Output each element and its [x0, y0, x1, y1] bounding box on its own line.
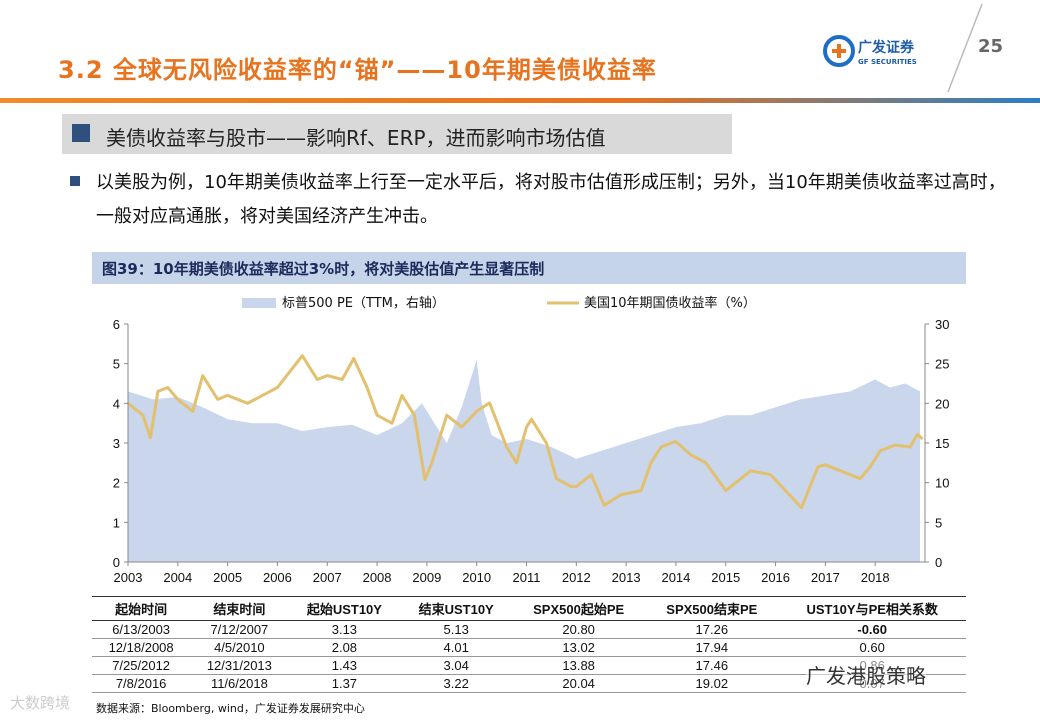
- table-cell: 7/12/2007: [190, 620, 289, 639]
- watermark-right: 广发港股策略: [806, 660, 926, 689]
- x-tick-label: 2017: [811, 570, 840, 585]
- table-cell: 13.02: [512, 638, 646, 657]
- table-cell: 20.04: [512, 674, 646, 693]
- x-tick-label: 2005: [213, 570, 242, 585]
- table-cell: 12/31/2013: [190, 656, 289, 675]
- x-tick-label: 2006: [263, 570, 292, 585]
- table-cell: 17.94: [645, 638, 779, 657]
- x-tick-label: 2010: [462, 570, 491, 585]
- y-right-tick-label: 25: [935, 357, 949, 372]
- pe-area-series: [128, 359, 921, 562]
- figure-title: 图39：10年期美债收益率超过3%时，将对美股估值产生显著压制: [102, 260, 545, 278]
- table-cell: 2.08: [288, 638, 401, 657]
- table-cell: 6/13/2003: [92, 620, 191, 639]
- figure-title-bar: [92, 252, 966, 284]
- gf-securities-logo: 广发证券 GF SECURITIES: [822, 34, 942, 68]
- y-right-tick-label: 15: [935, 436, 949, 451]
- x-tick-label: 2011: [513, 570, 541, 585]
- y-right-tick-label: 0: [935, 555, 942, 570]
- table-cell: 7/8/2016: [92, 674, 191, 693]
- logo-subtext: GF SECURITIES: [858, 58, 917, 66]
- x-tick-label: 2018: [861, 570, 890, 585]
- table-cell: 3.22: [400, 674, 513, 693]
- x-tick-label: 2012: [562, 570, 591, 585]
- x-tick-label: 2013: [612, 570, 641, 585]
- correlation-table: 起始时间 结束时间 起始UST10Y 结束UST10Y SPX500起始PE S…: [92, 596, 966, 693]
- table-cell: 17.26: [645, 620, 779, 639]
- y-left-tick-label: 4: [113, 396, 120, 411]
- page-number: 25: [978, 36, 1004, 57]
- header-divider-bar: [0, 98, 1040, 103]
- x-tick-label: 2003: [114, 570, 143, 585]
- y-left-tick-label: 1: [113, 515, 120, 530]
- data-source-note: 数据来源：Bloomberg, wind，广发证券发展研究中心: [96, 702, 365, 715]
- table-cell-negative: -0.60: [778, 620, 966, 639]
- y-right-tick-label: 20: [935, 396, 949, 411]
- col-header: SPX500起始PE: [512, 596, 646, 621]
- x-tick-label: 2004: [163, 570, 192, 585]
- x-tick-label: 2008: [363, 570, 392, 585]
- table-cell: 11/6/2018: [190, 674, 289, 693]
- table-header-row: 起始时间 结束时间 起始UST10Y 结束UST10Y SPX500起始PE S…: [92, 596, 966, 621]
- table-cell: 1.37: [288, 674, 401, 693]
- section-heading-box: [62, 114, 732, 154]
- table-cell: 7/25/2012: [92, 656, 191, 675]
- table-cell: 13.88: [512, 656, 646, 675]
- y-left-tick-label: 6: [113, 317, 120, 332]
- body-paragraph: 以美股为例，10年期美债收益率上行至一定水平后，将对股市估值形成压制；另外，当1…: [96, 172, 1006, 227]
- table-cell: 0.60: [778, 638, 966, 657]
- logo-text: 广发证券: [858, 39, 915, 56]
- table-cell: 1.43: [288, 656, 401, 675]
- col-header: UST10Y与PE相关系数: [778, 596, 966, 621]
- col-header: 起始时间: [92, 596, 191, 621]
- section-heading: 美债收益率与股市——影响Rf、ERP，进而影响市场估值: [106, 126, 606, 150]
- table-cell: 3.04: [400, 656, 513, 675]
- y-left-tick-label: 0: [113, 555, 120, 570]
- table-cell: 4.01: [400, 638, 513, 657]
- legend-label-pe: 标普500 PE（TTM，右轴）: [282, 296, 445, 311]
- table-cell: 20.80: [512, 620, 646, 639]
- legend-swatch-pe: [242, 298, 276, 308]
- x-tick-label: 2009: [412, 570, 441, 585]
- col-header: 结束UST10Y: [400, 596, 513, 621]
- table-cell: 12/18/2008: [92, 638, 191, 657]
- header-decoration: [947, 3, 983, 93]
- x-tick-label: 2016: [761, 570, 790, 585]
- pe-yield-chart: 标普500 PE（TTM，右轴） 美国10年期国债收益率（%） 0 1 2 3 4 5 6 0…: [113, 295, 950, 585]
- watermark-left: 大数跨境: [10, 694, 71, 712]
- section-square-icon: [72, 124, 90, 142]
- bullet-square-icon: [70, 176, 80, 186]
- table-row: 6/13/2003 7/12/2007 3.13 5.13 20.80 17.2…: [92, 620, 966, 639]
- table-cell: 17.46: [645, 656, 779, 675]
- chart-legend: 标普500 PE（TTM，右轴） 美国10年期国债收益率（%）: [242, 295, 756, 311]
- x-tick-label: 2007: [313, 570, 342, 585]
- table-row: 12/18/2008 4/5/2010 2.08 4.01 13.02 17.9…: [92, 638, 966, 657]
- col-header: 结束时间: [190, 596, 289, 621]
- y-left-tick-label: 5: [113, 357, 120, 372]
- table-cell: 19.02: [645, 674, 779, 693]
- y-right-tick-label: 5: [935, 515, 942, 530]
- table-cell: 3.13: [288, 620, 401, 639]
- y-left-tick-label: 3: [113, 436, 120, 451]
- y-left-tick-label: 2: [113, 476, 120, 491]
- table-cell: 4/5/2010: [190, 638, 289, 657]
- x-tick-label: 2014: [661, 570, 690, 585]
- yield-line-series: [127, 354, 924, 510]
- table-cell: 5.13: [400, 620, 513, 639]
- x-tick-label: 2015: [711, 570, 740, 585]
- col-header: SPX500结束PE: [645, 596, 779, 621]
- y-right-tick-label: 10: [935, 476, 949, 491]
- y-right-tick-label: 30: [935, 317, 949, 332]
- slide-title: 3.2 全球无风险收益率的“锚”——10年期美债收益率: [58, 56, 657, 84]
- legend-label-yield: 美国10年期国债收益率（%）: [584, 295, 756, 311]
- col-header: 起始UST10Y: [288, 596, 401, 621]
